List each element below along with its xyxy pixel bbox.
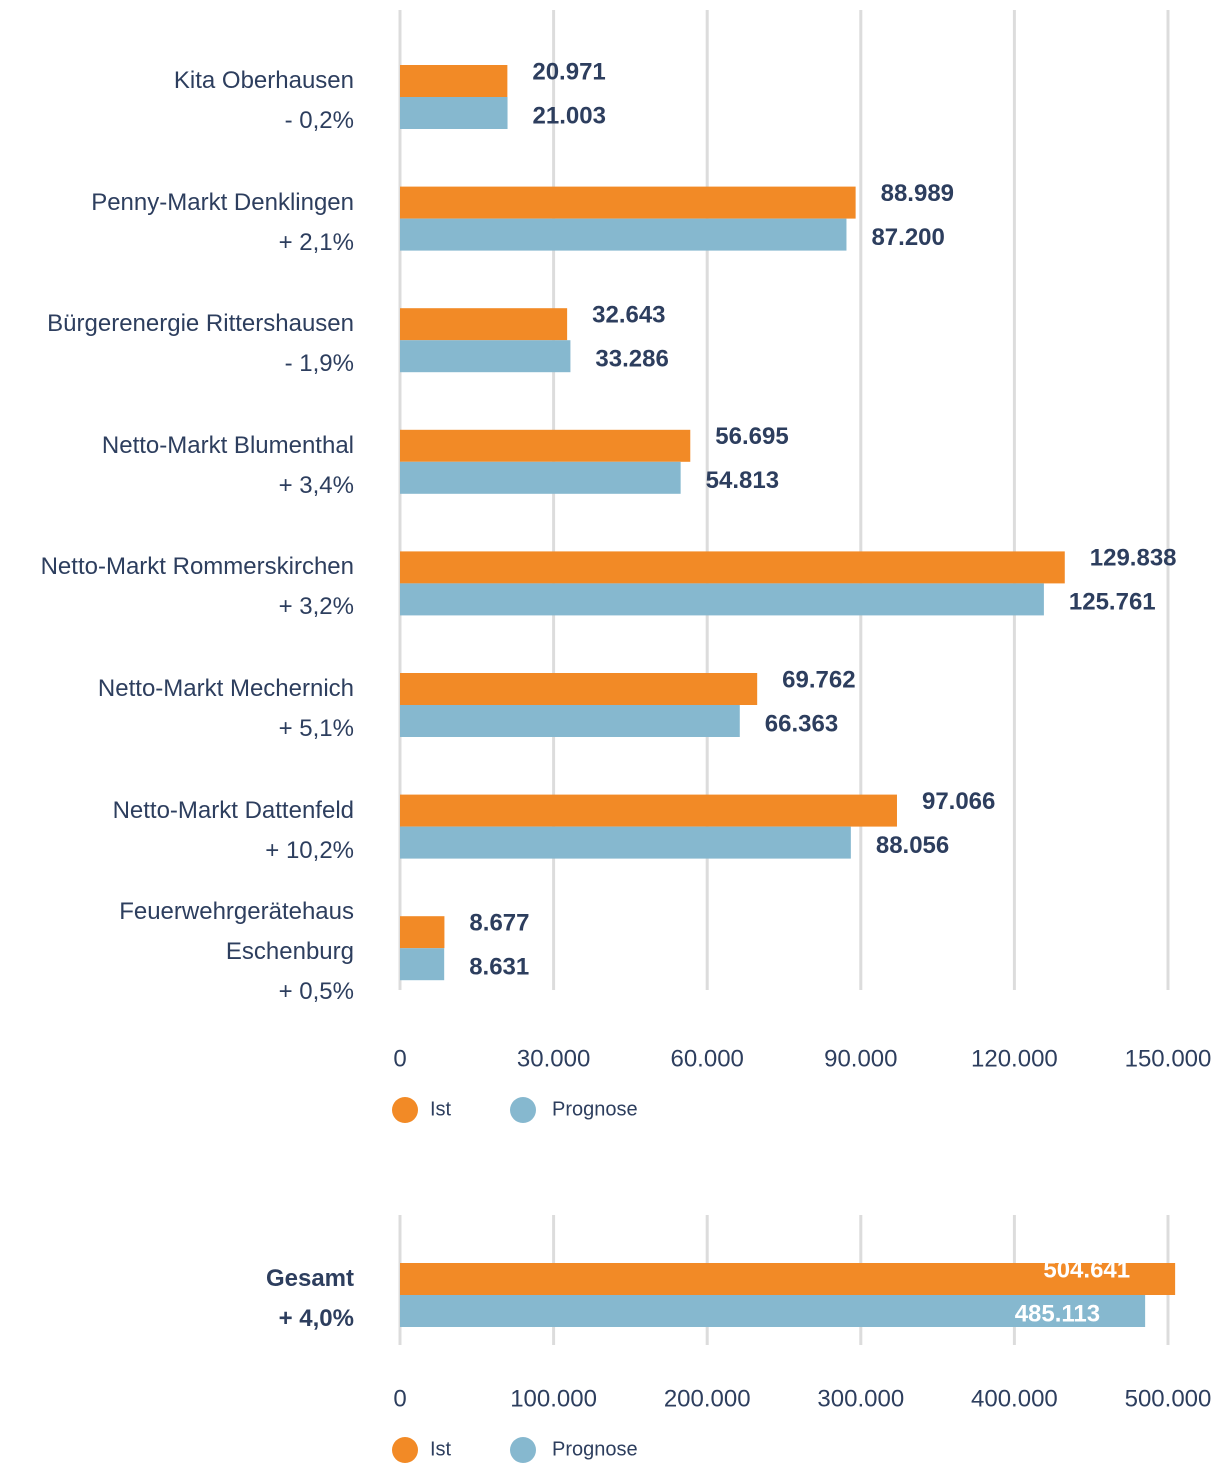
value-label: 8.677 — [469, 910, 529, 937]
category-label: Gesamt + 4,0% — [14, 1259, 354, 1339]
legend-label: Prognose — [552, 1098, 638, 1120]
category-change: - 1,9% — [284, 350, 354, 378]
bar — [400, 1263, 1176, 1295]
x-tick-label: 300.000 — [817, 1385, 904, 1412]
legend-label: Ist — [430, 1098, 452, 1120]
category-name: Penny-Markt Denklingen — [91, 188, 354, 216]
bar — [400, 429, 691, 462]
bar — [400, 794, 897, 827]
value-label: 56.695 — [715, 423, 788, 450]
legend-swatch — [510, 1097, 536, 1123]
value-label: 129.838 — [1090, 545, 1177, 572]
category-change: + 5,1% — [278, 715, 354, 742]
x-tick-label: 0 — [393, 1385, 406, 1412]
x-tick-label: 400.000 — [971, 1385, 1058, 1412]
bar — [400, 673, 758, 705]
legend-swatch — [392, 1097, 418, 1123]
value-label: 54.813 — [706, 467, 779, 494]
x-tick-label: 150.000 — [1125, 1045, 1212, 1072]
bar — [400, 97, 508, 129]
value-label: 88.989 — [881, 180, 954, 207]
category-name: Netto-Markt Rommerskirchen — [40, 553, 354, 581]
x-tick-label: 500.000 — [1125, 1385, 1212, 1412]
category-change: + 0,5% — [278, 978, 354, 1006]
value-label: 20.971 — [532, 58, 605, 85]
bar — [400, 826, 851, 859]
x-tick-label: 30.000 — [517, 1045, 590, 1072]
x-tick-label: 0 — [393, 1045, 406, 1072]
x-tick-label: 90.000 — [824, 1045, 897, 1072]
bar — [400, 948, 445, 981]
category-label: Netto-Markt Dattenfeld + 10,2% — [14, 791, 354, 871]
category-change: + 2,1% — [278, 228, 354, 256]
x-tick-label: 120.000 — [971, 1045, 1058, 1072]
bar — [400, 916, 445, 949]
category-label: Netto-Markt Rommerskirchen + 3,2% — [14, 547, 354, 627]
legend-swatch — [510, 1437, 536, 1463]
category-name: Netto-Markt Mechernich — [97, 675, 354, 702]
category-label: Bürgerenergie Rittershausen - 1,9% — [14, 304, 354, 384]
value-label: 66.363 — [765, 710, 838, 737]
value-label: 97.066 — [922, 788, 995, 815]
bar — [400, 461, 681, 494]
value-label: 125.761 — [1069, 589, 1156, 616]
value-label: 88.056 — [876, 832, 949, 859]
category-change: + 10,2% — [265, 836, 354, 864]
bar — [400, 1295, 1146, 1327]
value-label: 21.003 — [533, 102, 606, 129]
bar — [400, 186, 856, 219]
category-change: + 3,4% — [278, 471, 354, 499]
category-change: - 0,2% — [284, 107, 354, 134]
value-label: 8.631 — [469, 954, 529, 981]
category-name: Netto-Markt Dattenfeld — [112, 796, 354, 824]
category-label: Penny-Markt Denklingen + 2,1% — [14, 183, 354, 263]
legend-swatch — [392, 1437, 418, 1463]
bar — [400, 340, 571, 373]
category-label: Feuerwehrgerätehaus Eschenburg + 0,5% — [14, 892, 354, 1012]
bar — [400, 551, 1065, 584]
bar — [400, 583, 1044, 616]
bar — [400, 218, 847, 251]
value-label: 485.113 — [1015, 1300, 1100, 1327]
bar — [400, 705, 740, 737]
legend-label: Ist — [430, 1438, 452, 1460]
value-label: 69.762 — [782, 666, 855, 693]
legend-label: Prognose — [552, 1438, 638, 1460]
x-tick-label: 200.000 — [664, 1385, 751, 1412]
category-change: + 3,2% — [278, 593, 354, 621]
category-name: Feuerwehrgerätehaus Eschenburg — [119, 898, 354, 966]
category-label: Netto-Markt Blumenthal + 3,4% — [14, 426, 354, 506]
category-label: Kita Oberhausen - 0,2% — [14, 61, 354, 141]
x-tick-label: 60.000 — [670, 1045, 743, 1072]
value-label: 33.286 — [595, 346, 668, 373]
bar — [400, 65, 508, 97]
value-label: 504.641 — [1043, 1256, 1130, 1283]
value-label: 87.200 — [871, 224, 944, 251]
value-label: 32.643 — [592, 302, 665, 329]
category-name: Gesamt — [265, 1265, 354, 1292]
category-name: Netto-Markt Blumenthal — [101, 431, 354, 459]
category-name: Bürgerenergie Rittershausen — [47, 310, 354, 338]
category-name: Kita Oberhausen — [173, 67, 354, 94]
x-tick-label: 100.000 — [510, 1385, 597, 1412]
bar — [400, 308, 568, 341]
category-label: Netto-Markt Mechernich + 5,1% — [14, 669, 354, 749]
category-change: + 4,0% — [278, 1305, 354, 1332]
